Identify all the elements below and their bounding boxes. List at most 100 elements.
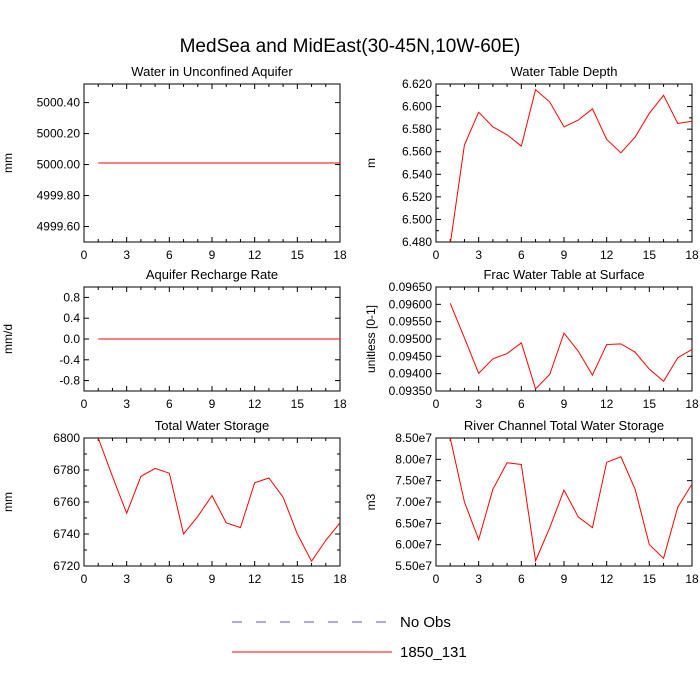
panels-group: Water in Unconfined Aquifer 0 3 6 9 12 15 18 499… [1,64,699,586]
plot-frame [435,286,693,392]
y-tick-label: 0.4 [63,311,80,325]
x-tick-label: 9 [209,397,216,411]
y-tick-label: 0.09550 [389,315,433,329]
x-tick-label: 18 [685,572,699,586]
x-tick-label: 3 [475,397,482,411]
y-tick-label: 6.600 [402,100,432,114]
y-tick-label: 0.09500 [389,332,433,346]
panel-title: River Channel Total Water Storage [464,418,664,433]
panel-title: Aquifer Recharge Rate [146,267,278,282]
y-tick-label: 6800 [53,431,80,445]
y-axis-label: mm [1,492,15,512]
x-tick-label: 3 [475,572,482,586]
x-tick-label: 12 [248,397,262,411]
y-tick-label: 0.0 [63,332,80,346]
y-tick-label: 0.09600 [389,297,433,311]
panel-1: Water in Unconfined Aquifer 0 3 6 9 12 15 18 499… [1,64,347,262]
x-tick-label: 0 [433,397,440,411]
y-tick-label: 6.540 [402,167,432,181]
series-line [449,303,692,390]
y-tick-label: -0.4 [59,353,80,367]
y-tick-label: 4999.80 [37,189,81,203]
x-tick-label: 18 [685,397,699,411]
y-tick-label: 5.50e7 [395,559,432,573]
x-tick-label: 0 [81,572,88,586]
y-axis-label: m [364,158,378,168]
y-tick-label: 6.500 [402,212,432,226]
x-tick-label: 6 [518,572,525,586]
y-axis-label: m3 [364,493,378,510]
y-tick-label: 7.00e7 [395,495,432,509]
figure-title: MedSea and MidEast(30-45N,10W-60E) [180,36,521,57]
y-tick-label: 0.8 [63,290,80,304]
x-tick-label: 12 [600,397,614,411]
x-tick-label: 18 [333,248,347,262]
legend-label: 1850_131 [400,644,467,661]
y-tick-label: 6.580 [402,122,432,136]
y-tick-label: 8.00e7 [395,452,432,466]
y-tick-label: 8.50e7 [395,431,432,445]
panel-title: Frac Water Table at Surface [483,267,644,282]
series-line [97,438,340,563]
x-tick-label: 9 [561,572,568,586]
x-tick-label: 15 [291,397,305,411]
x-tick-label: 3 [123,572,130,586]
x-tick-label: 0 [81,397,88,411]
y-axis-label: mm [1,153,15,173]
panel-6: River Channel Total Water Storage 0 3 6 9 12 1… [364,418,699,586]
y-tick-label: 6.480 [402,235,432,249]
panel-title: Water Table Depth [511,64,618,79]
x-tick-label: 6 [166,397,173,411]
x-tick-label: 12 [600,572,614,586]
x-tick-label: 3 [123,248,130,262]
x-tick-label: 18 [685,248,699,262]
panel-4: Frac Water Table at Surface 0 3 6 9 12 15 18 0.0… [364,267,699,411]
series-line [449,438,692,563]
panel-title: Total Water Storage [155,418,269,433]
x-tick-label: 9 [209,572,216,586]
y-tick-label: 6760 [53,495,80,509]
y-tick-label: 6720 [53,559,80,573]
y-axis-label: unitless [0-1] [364,305,378,373]
x-tick-label: 12 [600,248,614,262]
y-axis-label: mm/d [1,324,15,354]
y-tick-label: 6780 [53,463,80,477]
y-tick-label: 4999.60 [37,220,81,234]
x-tick-label: 15 [643,572,657,586]
panel-2: Water Table Depth 0 3 6 9 12 15 18 6.480 6.500 6.5… [364,64,699,262]
panel-3: Aquifer Recharge Rate 0 3 6 9 12 15 18 -0.8 -0.4 0… [1,267,347,411]
x-tick-label: 15 [291,248,305,262]
plot-frame [435,437,693,567]
x-tick-label: 3 [475,248,482,262]
y-tick-label: 7.50e7 [395,474,432,488]
y-tick-label: 0.09650 [389,280,433,294]
x-tick-label: 6 [166,248,173,262]
x-tick-label: 9 [209,248,216,262]
y-tick-label: 5000.40 [37,96,81,110]
x-tick-label: 9 [561,397,568,411]
y-tick-label: 5000.20 [37,127,81,141]
y-tick-label: 6.00e7 [395,538,432,552]
y-tick-label: 6.50e7 [395,516,432,530]
panel-5: Total Water Storage 0 3 6 9 12 15 18 6720 6740 676… [1,418,347,586]
x-tick-label: 6 [518,248,525,262]
y-tick-label: 6.620 [402,77,432,91]
y-tick-label: 0.09350 [389,384,433,398]
x-tick-label: 0 [433,572,440,586]
x-tick-label: 18 [333,397,347,411]
x-tick-label: 9 [561,248,568,262]
x-tick-label: 6 [518,397,525,411]
panel-title: Water in Unconfined Aquifer [131,64,293,79]
x-tick-label: 6 [166,572,173,586]
x-tick-label: 15 [643,397,657,411]
y-tick-label: -0.8 [59,374,80,388]
y-tick-label: 0.09450 [389,349,433,363]
x-tick-label: 18 [333,572,347,586]
y-tick-label: 6740 [53,527,80,541]
legend-label: No Obs [400,614,451,631]
y-tick-label: 0.09400 [389,367,433,381]
x-tick-label: 15 [291,572,305,586]
x-tick-label: 12 [248,248,262,262]
x-tick-label: 15 [643,248,657,262]
